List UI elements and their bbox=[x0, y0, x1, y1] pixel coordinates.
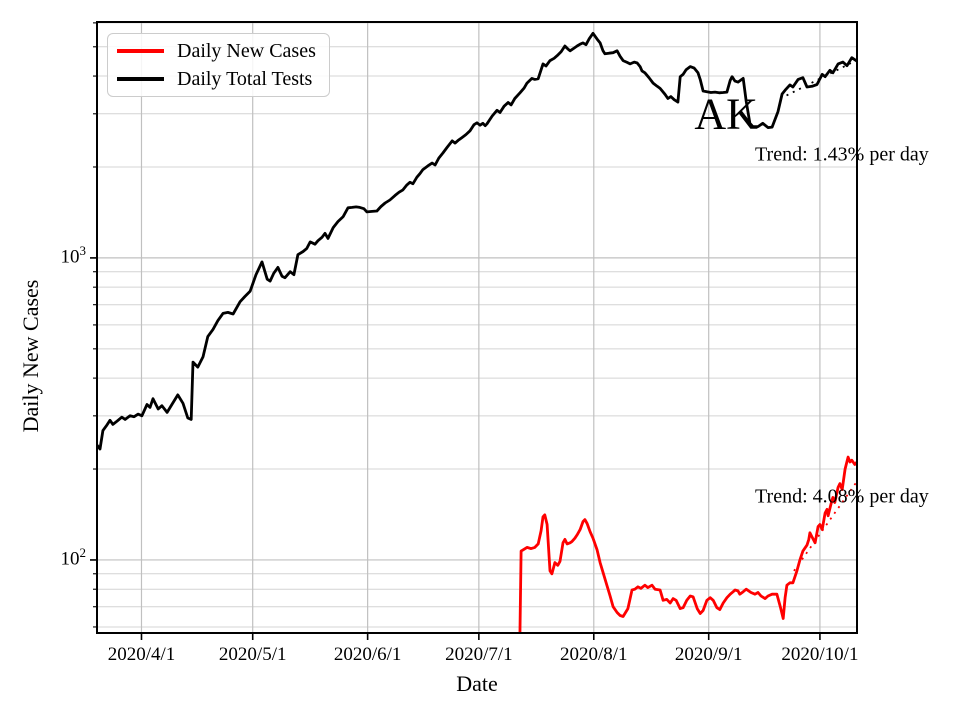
black-line-sample bbox=[117, 77, 164, 81]
trend-lines bbox=[786, 59, 857, 572]
state-label-annotation: AK bbox=[694, 89, 758, 139]
series-line-daily-new-cases bbox=[518, 455, 857, 633]
x-tick-label: 2020/9/1 bbox=[674, 644, 743, 665]
plot-frame bbox=[96, 21, 858, 634]
x-tick-label: 2020/5/1 bbox=[218, 644, 287, 665]
legend-label: Daily Total Tests bbox=[177, 67, 313, 90]
y-tick-label-100: 102 bbox=[36, 544, 87, 570]
x-tick-label: 2020/8/1 bbox=[559, 644, 628, 665]
legend-item-daily-new-cases: Daily New Cases bbox=[108, 38, 329, 64]
data-series bbox=[97, 31, 857, 633]
trend-annotation-new-cases: Trend: 4.08% per day bbox=[755, 485, 929, 508]
y-tick-exponent: 3 bbox=[79, 242, 87, 258]
series-line-daily-total-tests bbox=[97, 31, 857, 451]
y-tick-label-1000: 103 bbox=[36, 242, 87, 268]
trend-annotation-total-tests: Trend: 1.43% per day bbox=[755, 143, 929, 166]
red-line-sample bbox=[117, 49, 164, 53]
y-tick-base: 10 bbox=[60, 246, 80, 268]
legend-item-daily-total-tests: Daily Total Tests bbox=[108, 66, 329, 92]
x-tick-label: 2020/6/1 bbox=[333, 644, 402, 665]
x-tick-label: 2020/10/1 bbox=[781, 644, 859, 665]
legend: Daily New Cases Daily Total Tests bbox=[107, 33, 330, 97]
y-axis-label: Daily New Cases bbox=[18, 279, 43, 433]
y-tick-base: 10 bbox=[60, 548, 80, 570]
axis-ticks bbox=[90, 22, 821, 640]
x-tick-label: 2020/7/1 bbox=[445, 644, 513, 665]
gridlines bbox=[97, 22, 857, 633]
x-axis-label: Date bbox=[456, 671, 498, 696]
x-tick-label: 2020/4/1 bbox=[107, 644, 176, 665]
legend-label: Daily New Cases bbox=[177, 39, 316, 62]
y-tick-exponent: 2 bbox=[79, 544, 87, 560]
